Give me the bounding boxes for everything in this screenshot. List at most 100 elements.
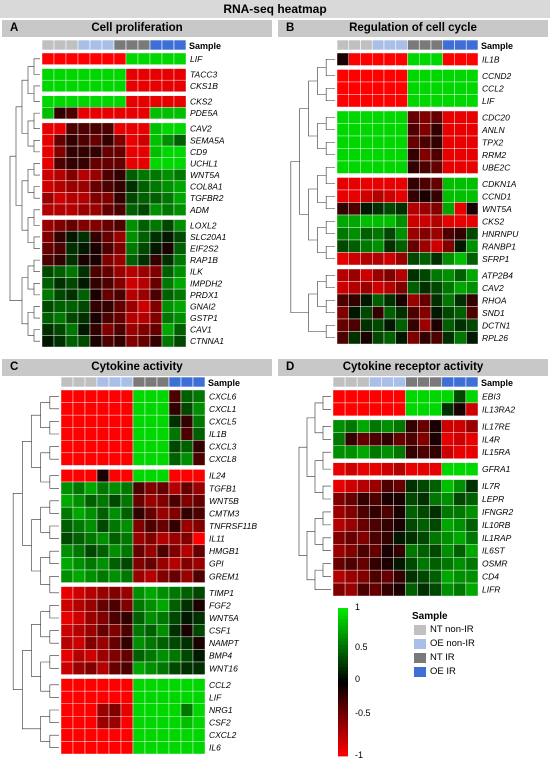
heatmap-cell: [173, 277, 187, 290]
heatmap-cell: [430, 227, 443, 241]
sample-annotation-cell: [405, 376, 418, 388]
gene-label: CSF2: [209, 718, 231, 728]
heatmap-cell: [60, 728, 74, 742]
heatmap-cell: [137, 145, 151, 158]
dendrogram-branch: [49, 734, 59, 749]
dendrogram-branch: [49, 550, 59, 565]
sample-annotation-cell: [407, 39, 420, 51]
gene-label: HMGB1: [209, 546, 240, 556]
heatmap-cell: [120, 661, 134, 675]
heatmap-cell: [336, 160, 349, 174]
heatmap-cell: [173, 312, 187, 325]
panel-b-header: B Regulation of cell cycle: [278, 20, 548, 37]
heatmap-cell: [77, 68, 91, 81]
gene-label: WNT5A: [482, 204, 512, 214]
heatmap-cell: [348, 239, 361, 253]
heatmap-cell: [173, 300, 187, 313]
dendrogram-branch: [40, 611, 50, 638]
dendrogram-branch: [22, 440, 32, 546]
heatmap-cell: [442, 177, 455, 191]
heatmap-cell: [344, 531, 358, 545]
heatmap-cell: [381, 419, 394, 434]
dendrogram-branch: [21, 277, 28, 325]
gene-label: SLC20A1: [190, 232, 227, 242]
heatmap-cell: [442, 189, 455, 203]
heatmap-cell: [53, 157, 67, 170]
heatmap-cell: [156, 661, 170, 675]
heatmap-cell: [161, 277, 175, 290]
heatmap-cell: [120, 452, 134, 466]
heatmap-cell: [466, 148, 479, 162]
heatmap-cell: [348, 110, 361, 124]
heatmap-cell: [156, 506, 170, 520]
panel-d-header: D Cytokine receptor activity: [278, 359, 548, 376]
heatmap-cell: [180, 506, 194, 520]
heatmap-cell: [132, 636, 146, 650]
heatmap-cell: [168, 678, 182, 692]
heatmap-cell: [89, 300, 103, 313]
heatmap-cell: [442, 281, 455, 295]
heatmap-cell: [405, 518, 418, 532]
heatmap-cell: [454, 268, 467, 282]
heatmap-cell: [77, 203, 91, 216]
heatmap-cell: [360, 227, 373, 241]
gene-label: LIFR: [482, 585, 500, 595]
heatmap-cell: [108, 519, 122, 533]
heatmap-cell: [407, 281, 420, 295]
colorbar-segment: [338, 667, 348, 672]
heatmap-cell: [344, 505, 358, 519]
heatmap-cell: [360, 318, 373, 332]
heatmap-cell: [360, 189, 373, 203]
heatmap-cell: [381, 479, 394, 493]
heatmap-cell: [336, 252, 349, 266]
heatmap-cell: [65, 95, 79, 108]
heatmap-cell: [101, 242, 115, 255]
heatmap-cell: [101, 219, 115, 232]
dendrogram-branch: [49, 525, 59, 539]
heatmap-cell: [441, 544, 455, 558]
heatmap-cell: [407, 239, 420, 253]
gene-label: TIMP1: [209, 588, 234, 598]
gene-label: WNT5A: [190, 170, 220, 180]
heatmap-cell: [65, 230, 79, 243]
dendrogram-branch: [27, 120, 34, 147]
heatmap-cell: [168, 569, 182, 583]
heatmap-cell: [113, 79, 127, 92]
heatmap-cell: [336, 239, 349, 253]
heatmap-cell: [77, 219, 91, 232]
heatmap-cell: [332, 518, 346, 532]
gene-label: CXCL5: [209, 416, 237, 426]
dendrogram-branch: [49, 684, 59, 698]
heatmap-cell: [132, 624, 146, 638]
heatmap-cell: [453, 557, 467, 571]
heatmap-cell: [332, 557, 346, 571]
heatmap-cell: [192, 586, 206, 600]
heatmap-cell: [168, 494, 182, 508]
heatmap-cell: [419, 281, 432, 295]
heatmap-cell: [60, 544, 74, 558]
dendrogram-branch: [314, 518, 323, 545]
heatmap-cell: [120, 716, 134, 730]
heatmap-cell: [108, 557, 122, 571]
heatmap-cell: [369, 462, 382, 476]
heatmap-cell: [393, 432, 406, 446]
heatmap-cell: [144, 389, 158, 403]
heatmap-cell: [137, 300, 151, 313]
heatmap-cell: [72, 519, 86, 533]
heatmap-cell: [405, 432, 418, 446]
dendrogram-branch: [317, 67, 327, 95]
heatmap-cell: [96, 414, 110, 428]
heatmap-cell: [125, 300, 139, 313]
heatmap-cell: [369, 505, 382, 519]
gene-label: IL6ST: [482, 546, 505, 556]
heatmap-cell: [53, 265, 67, 278]
heatmap-cell: [168, 440, 182, 454]
heatmap-cell: [149, 242, 163, 255]
heatmap-cell: [192, 598, 206, 612]
gene-label: RPL26: [482, 333, 508, 343]
sample-annotation-cell: [72, 376, 86, 388]
heatmap-cell: [108, 402, 122, 416]
heatmap-cell: [407, 268, 420, 282]
dendrogram-branch: [325, 245, 335, 260]
heatmap-cell: [120, 690, 134, 704]
